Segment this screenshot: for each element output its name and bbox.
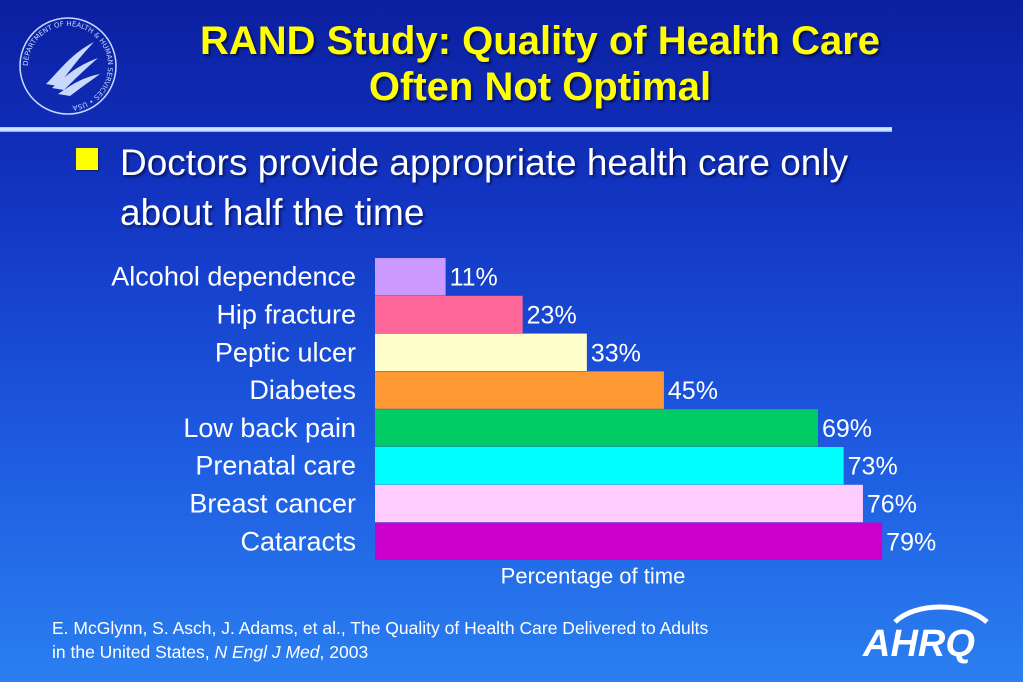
value-label: 45% bbox=[668, 377, 718, 405]
bullet-square-icon bbox=[76, 148, 98, 170]
citation-journal: N Engl J Med bbox=[214, 642, 320, 662]
x-axis-label: Percentage of time bbox=[501, 563, 686, 588]
title-line-2: Often Not Optimal bbox=[368, 65, 712, 109]
value-label: 76% bbox=[867, 491, 917, 519]
ahrq-logo: AHRQ bbox=[862, 604, 989, 665]
value-label: 33% bbox=[591, 339, 641, 367]
value-label: 79% bbox=[886, 528, 936, 556]
category-label: Cataracts bbox=[240, 526, 356, 556]
value-label: 69% bbox=[822, 415, 872, 443]
category-label: Low back pain bbox=[183, 413, 356, 443]
bar-cataracts bbox=[375, 522, 883, 560]
bar-low-back-pain bbox=[375, 409, 818, 447]
bar-diabetes bbox=[375, 371, 664, 409]
bar-chart: Alcohol dependence 11% Hip fracture 23% Pept… bbox=[111, 258, 936, 588]
citation-prefix: in the United States, bbox=[52, 642, 215, 662]
value-label: 73% bbox=[848, 453, 898, 481]
bar-alcohol-dependence bbox=[375, 258, 446, 296]
bar-peptic-ulcer bbox=[375, 333, 587, 371]
citation-year: , 2003 bbox=[319, 642, 369, 662]
category-label: Diabetes bbox=[249, 375, 356, 405]
value-label: 23% bbox=[527, 302, 577, 330]
category-label: Hip fracture bbox=[216, 300, 356, 330]
title-divider bbox=[0, 127, 892, 132]
category-label: Breast cancer bbox=[189, 489, 356, 519]
title-line-1: RAND Study: Quality of Health Care bbox=[199, 19, 881, 63]
category-label: Peptic ulcer bbox=[215, 337, 356, 367]
citation: E. McGlynn, S. Asch, J. Adams, et al., T… bbox=[52, 616, 842, 664]
category-label: Alcohol dependence bbox=[111, 262, 356, 292]
bar-prenatal-care bbox=[375, 447, 844, 485]
category-label: Prenatal care bbox=[195, 451, 356, 481]
slide-title: RAND Study: Quality of Health Care Often… bbox=[130, 18, 950, 110]
value-label: 11% bbox=[450, 264, 498, 292]
bullet-point: Doctors provide appropriate health care … bbox=[120, 142, 849, 233]
citation-line-1: E. McGlynn, S. Asch, J. Adams, et al., T… bbox=[52, 618, 709, 638]
bar-breast-cancer bbox=[375, 484, 863, 523]
bar-hip-fracture bbox=[375, 295, 523, 334]
hhs-seal-logo: DEPARTMENT OF HEALTH & HUMAN SERVICES • … bbox=[19, 17, 117, 115]
ahrq-logo-text: AHRQ bbox=[862, 623, 975, 665]
